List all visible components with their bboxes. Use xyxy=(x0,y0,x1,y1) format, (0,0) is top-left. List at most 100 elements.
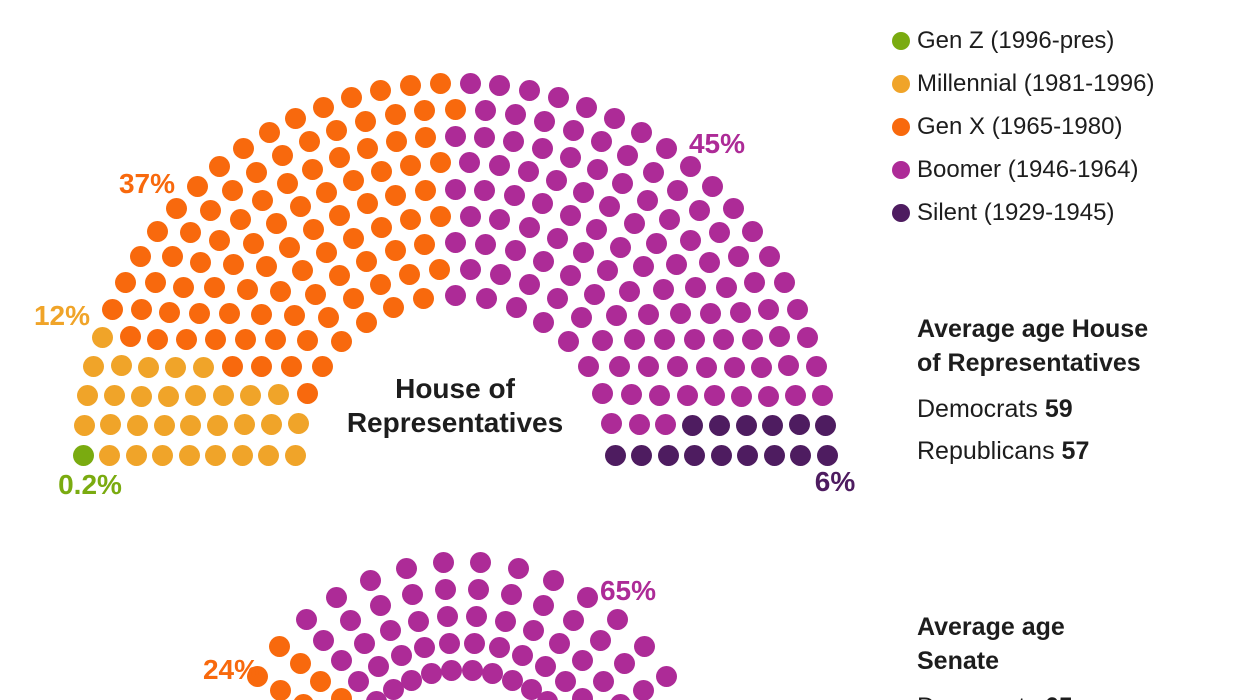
house-stat-democrats: Democrats 59 xyxy=(917,395,1073,423)
seat-dot xyxy=(221,356,243,378)
seat-dot xyxy=(209,156,231,178)
seat-dot xyxy=(130,385,152,407)
seat-dot xyxy=(517,161,539,183)
seat-dot xyxy=(110,355,132,377)
seat-dot xyxy=(99,444,120,466)
seat-dot xyxy=(470,552,492,574)
seat-dot xyxy=(601,413,623,435)
seat-dot xyxy=(432,552,454,574)
seat-dot xyxy=(504,240,526,262)
legend-item-boomer: Boomer (1946-1964) xyxy=(892,148,1154,191)
seat-dot xyxy=(126,415,148,437)
seat-dot xyxy=(531,137,553,159)
seat-dot xyxy=(727,246,749,268)
seat-dot xyxy=(341,87,362,109)
seat-dot xyxy=(316,242,338,264)
seat-dot xyxy=(250,303,272,325)
seat-dot xyxy=(153,414,175,436)
seat-dot xyxy=(400,155,422,177)
legend-label-gen-x: Gen X (1965-1980) xyxy=(917,112,1123,140)
seat-dot xyxy=(695,356,717,378)
seat-dot xyxy=(652,278,674,300)
seat-dot xyxy=(679,156,701,178)
seat-dot xyxy=(342,227,364,249)
seat-dot xyxy=(642,161,664,183)
seat-dot xyxy=(490,263,512,285)
seat-dot xyxy=(731,385,752,407)
seat-dot xyxy=(676,384,698,406)
seat-dot xyxy=(414,636,436,658)
seat-dot xyxy=(331,331,353,353)
house-average-age-stats: Average age House of Representatives Dem… xyxy=(917,312,1148,472)
senate-stat-rows: Democrats 65 xyxy=(917,686,1073,700)
seat-dot xyxy=(269,680,291,700)
seat-dot xyxy=(310,670,332,692)
seat-dot xyxy=(368,655,390,677)
seat-dot xyxy=(312,96,334,118)
seat-dot xyxy=(559,204,581,226)
seat-dot xyxy=(222,254,244,275)
seat-dot xyxy=(166,197,188,219)
seat-dot xyxy=(444,178,466,200)
seat-dot xyxy=(161,246,183,268)
seat-dot xyxy=(276,173,298,195)
seat-dot xyxy=(667,356,689,378)
seat-dot xyxy=(408,610,430,632)
senate-stats-title-line2: Senate xyxy=(917,647,999,675)
house-chart-title: House of Representatives xyxy=(347,372,563,440)
house-chart-title-line1: House of xyxy=(395,373,515,404)
seat-dot xyxy=(369,273,391,295)
seat-dot xyxy=(489,75,511,97)
seat-dot xyxy=(356,193,378,215)
seat-dot xyxy=(313,629,335,651)
seat-dot xyxy=(380,619,402,641)
seat-dot xyxy=(815,414,837,436)
seat-dot xyxy=(710,444,732,466)
seat-dot xyxy=(613,653,635,675)
seat-dot xyxy=(295,609,317,630)
seat-dot xyxy=(548,87,569,109)
seat-dot xyxy=(102,298,124,320)
seat-dot xyxy=(769,326,791,348)
millennial-dot-icon xyxy=(892,74,910,93)
seat-dot xyxy=(788,414,810,436)
seat-dot xyxy=(586,158,608,180)
legend-item-millennial: Millennial (1981-1996) xyxy=(892,62,1154,105)
seat-dot xyxy=(229,208,251,230)
seat-dot xyxy=(489,209,511,231)
seat-dot xyxy=(546,170,568,192)
senate-stats-title: Average age Senate xyxy=(917,610,1073,678)
seat-dot xyxy=(604,108,625,130)
seat-dot xyxy=(175,329,197,351)
seat-dot xyxy=(268,383,290,405)
seat-dot xyxy=(762,415,784,437)
seat-dot xyxy=(659,208,681,230)
seat-dot xyxy=(656,666,678,688)
seat-dot xyxy=(494,610,516,632)
seat-dot xyxy=(252,189,274,211)
seat-dot xyxy=(533,250,554,272)
seat-dot xyxy=(572,688,594,700)
seat-dot xyxy=(280,355,302,377)
seat-dot xyxy=(83,355,105,377)
seat-dot xyxy=(507,558,529,580)
seat-dot xyxy=(504,104,526,126)
seat-dot xyxy=(298,131,320,153)
seat-dot xyxy=(318,307,340,329)
seat-dot xyxy=(655,414,677,436)
seat-dot xyxy=(401,584,423,606)
seat-dot xyxy=(559,147,581,168)
seat-dot xyxy=(315,181,337,203)
seat-dot xyxy=(576,586,598,608)
seat-dot xyxy=(630,122,652,144)
seat-dot xyxy=(231,444,253,466)
legend-label-gen-z: Gen Z (1996-pres) xyxy=(917,26,1115,54)
house-republicans-age: 57 xyxy=(1061,437,1090,465)
seat-dot xyxy=(638,356,660,377)
seat-dot xyxy=(605,305,627,326)
seat-dot xyxy=(265,213,287,235)
seat-dot xyxy=(715,276,737,298)
seat-dot xyxy=(444,231,466,253)
seat-dot xyxy=(632,256,654,278)
